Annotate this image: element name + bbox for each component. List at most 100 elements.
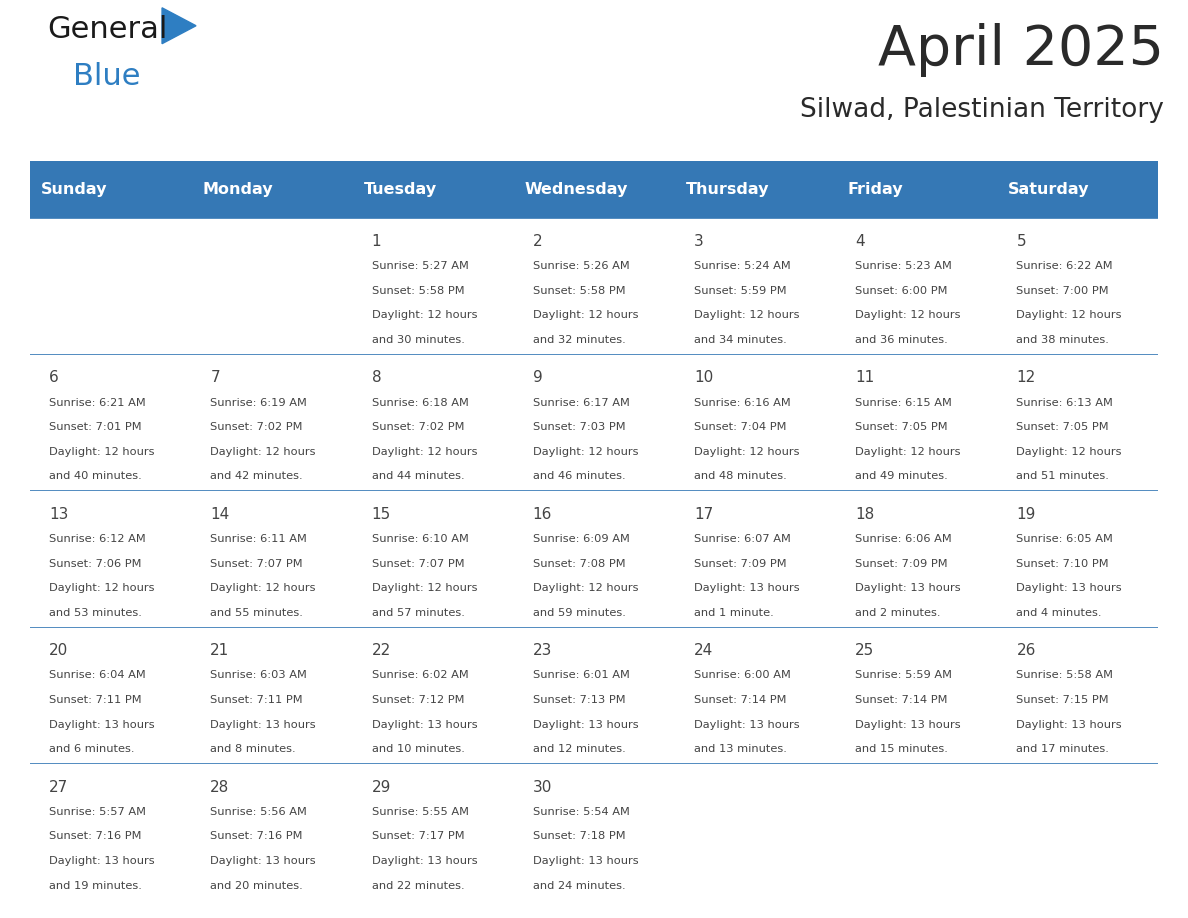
- Text: and 24 minutes.: and 24 minutes.: [532, 880, 625, 890]
- Text: and 48 minutes.: and 48 minutes.: [694, 471, 786, 481]
- Text: Daylight: 12 hours: Daylight: 12 hours: [210, 583, 316, 593]
- Text: and 55 minutes.: and 55 minutes.: [210, 608, 303, 618]
- Text: 1: 1: [372, 234, 381, 249]
- Text: and 30 minutes.: and 30 minutes.: [372, 335, 465, 345]
- Text: Sunrise: 5:55 AM: Sunrise: 5:55 AM: [372, 807, 468, 817]
- Text: and 22 minutes.: and 22 minutes.: [372, 880, 465, 890]
- Text: 9: 9: [532, 370, 543, 386]
- Text: Sunrise: 5:27 AM: Sunrise: 5:27 AM: [372, 262, 468, 271]
- Text: Friday: Friday: [847, 182, 903, 196]
- Text: 26: 26: [1017, 644, 1036, 658]
- Text: and 44 minutes.: and 44 minutes.: [372, 471, 465, 481]
- Text: Sunrise: 5:59 AM: Sunrise: 5:59 AM: [855, 670, 953, 680]
- Text: and 40 minutes.: and 40 minutes.: [49, 471, 141, 481]
- Text: 18: 18: [855, 507, 874, 521]
- Text: Sunrise: 6:02 AM: Sunrise: 6:02 AM: [372, 670, 468, 680]
- Text: Sunrise: 6:18 AM: Sunrise: 6:18 AM: [372, 397, 468, 408]
- Text: Sunrise: 5:57 AM: Sunrise: 5:57 AM: [49, 807, 146, 817]
- Text: Blue: Blue: [74, 62, 140, 91]
- Text: 5: 5: [1017, 234, 1026, 249]
- Text: Sunset: 7:07 PM: Sunset: 7:07 PM: [210, 558, 303, 568]
- Text: Tuesday: Tuesday: [364, 182, 436, 196]
- Text: Daylight: 13 hours: Daylight: 13 hours: [532, 856, 638, 866]
- Text: Daylight: 13 hours: Daylight: 13 hours: [210, 720, 316, 730]
- Text: Daylight: 12 hours: Daylight: 12 hours: [855, 310, 961, 320]
- Text: Sunrise: 6:15 AM: Sunrise: 6:15 AM: [855, 397, 952, 408]
- Text: 28: 28: [210, 779, 229, 795]
- Text: April 2025: April 2025: [878, 23, 1164, 77]
- Text: 25: 25: [855, 644, 874, 658]
- Text: Sunset: 7:05 PM: Sunset: 7:05 PM: [1017, 422, 1110, 432]
- Text: Sunrise: 6:03 AM: Sunrise: 6:03 AM: [210, 670, 308, 680]
- Text: 21: 21: [210, 644, 229, 658]
- Text: Sunrise: 6:17 AM: Sunrise: 6:17 AM: [532, 397, 630, 408]
- Text: Sunrise: 6:05 AM: Sunrise: 6:05 AM: [1017, 534, 1113, 544]
- Text: and 36 minutes.: and 36 minutes.: [855, 335, 948, 345]
- Text: Sunset: 7:09 PM: Sunset: 7:09 PM: [855, 558, 948, 568]
- Text: 24: 24: [694, 644, 713, 658]
- Text: Daylight: 13 hours: Daylight: 13 hours: [210, 856, 316, 866]
- Text: Sunset: 7:12 PM: Sunset: 7:12 PM: [372, 695, 465, 705]
- Text: Sunrise: 6:10 AM: Sunrise: 6:10 AM: [372, 534, 468, 544]
- Text: Sunrise: 6:06 AM: Sunrise: 6:06 AM: [855, 534, 952, 544]
- Text: Sunrise: 6:13 AM: Sunrise: 6:13 AM: [1017, 397, 1113, 408]
- Text: Sunrise: 5:58 AM: Sunrise: 5:58 AM: [1017, 670, 1113, 680]
- Text: Sunset: 5:58 PM: Sunset: 5:58 PM: [532, 285, 625, 296]
- Text: and 2 minutes.: and 2 minutes.: [855, 608, 941, 618]
- Text: Sunset: 7:08 PM: Sunset: 7:08 PM: [532, 558, 625, 568]
- Text: Saturday: Saturday: [1009, 182, 1089, 196]
- Text: and 12 minutes.: and 12 minutes.: [532, 744, 626, 754]
- Text: 3: 3: [694, 234, 703, 249]
- Text: Sunset: 7:06 PM: Sunset: 7:06 PM: [49, 558, 141, 568]
- Text: 29: 29: [372, 779, 391, 795]
- Text: Daylight: 12 hours: Daylight: 12 hours: [210, 447, 316, 457]
- Text: Daylight: 12 hours: Daylight: 12 hours: [49, 447, 154, 457]
- Text: 23: 23: [532, 644, 552, 658]
- Text: Sunrise: 6:22 AM: Sunrise: 6:22 AM: [1017, 262, 1113, 271]
- Text: Sunrise: 5:56 AM: Sunrise: 5:56 AM: [210, 807, 308, 817]
- Text: Sunset: 7:04 PM: Sunset: 7:04 PM: [694, 422, 786, 432]
- Text: Thursday: Thursday: [685, 182, 770, 196]
- Text: Daylight: 13 hours: Daylight: 13 hours: [1017, 583, 1121, 593]
- Text: Daylight: 13 hours: Daylight: 13 hours: [855, 720, 961, 730]
- Text: and 17 minutes.: and 17 minutes.: [1017, 744, 1110, 754]
- Text: Daylight: 13 hours: Daylight: 13 hours: [1017, 720, 1121, 730]
- Text: Sunset: 5:59 PM: Sunset: 5:59 PM: [694, 285, 786, 296]
- Text: and 53 minutes.: and 53 minutes.: [49, 608, 141, 618]
- Text: and 4 minutes.: and 4 minutes.: [1017, 608, 1102, 618]
- Text: Sunset: 7:10 PM: Sunset: 7:10 PM: [1017, 558, 1110, 568]
- Text: Sunset: 7:18 PM: Sunset: 7:18 PM: [532, 832, 625, 842]
- Text: Sunrise: 6:11 AM: Sunrise: 6:11 AM: [210, 534, 308, 544]
- Text: and 57 minutes.: and 57 minutes.: [372, 608, 465, 618]
- Text: Sunset: 7:03 PM: Sunset: 7:03 PM: [532, 422, 625, 432]
- Text: Sunset: 7:16 PM: Sunset: 7:16 PM: [49, 832, 141, 842]
- Text: Daylight: 12 hours: Daylight: 12 hours: [49, 583, 154, 593]
- Text: Sunset: 7:11 PM: Sunset: 7:11 PM: [210, 695, 303, 705]
- Text: and 13 minutes.: and 13 minutes.: [694, 744, 786, 754]
- Text: Daylight: 12 hours: Daylight: 12 hours: [694, 447, 800, 457]
- Text: Sunset: 7:16 PM: Sunset: 7:16 PM: [210, 832, 303, 842]
- Text: Sunrise: 6:16 AM: Sunrise: 6:16 AM: [694, 397, 791, 408]
- Text: 22: 22: [372, 644, 391, 658]
- Text: Daylight: 12 hours: Daylight: 12 hours: [372, 447, 478, 457]
- Text: and 10 minutes.: and 10 minutes.: [372, 744, 465, 754]
- Text: and 8 minutes.: and 8 minutes.: [210, 744, 296, 754]
- Text: Daylight: 12 hours: Daylight: 12 hours: [532, 310, 638, 320]
- Text: 20: 20: [49, 644, 68, 658]
- Text: Monday: Monday: [202, 182, 273, 196]
- Text: Daylight: 13 hours: Daylight: 13 hours: [532, 720, 638, 730]
- Text: Sunset: 7:01 PM: Sunset: 7:01 PM: [49, 422, 141, 432]
- Text: Sunrise: 5:24 AM: Sunrise: 5:24 AM: [694, 262, 791, 271]
- Text: General: General: [48, 15, 168, 44]
- Text: and 20 minutes.: and 20 minutes.: [210, 880, 303, 890]
- Text: Sunset: 6:00 PM: Sunset: 6:00 PM: [855, 285, 948, 296]
- Text: Sunrise: 6:21 AM: Sunrise: 6:21 AM: [49, 397, 146, 408]
- Text: Daylight: 13 hours: Daylight: 13 hours: [372, 856, 478, 866]
- Text: Sunset: 7:14 PM: Sunset: 7:14 PM: [694, 695, 786, 705]
- Text: Daylight: 13 hours: Daylight: 13 hours: [694, 583, 800, 593]
- Text: Daylight: 13 hours: Daylight: 13 hours: [49, 856, 154, 866]
- Text: and 49 minutes.: and 49 minutes.: [855, 471, 948, 481]
- Text: Sunrise: 5:26 AM: Sunrise: 5:26 AM: [532, 262, 630, 271]
- Text: Daylight: 12 hours: Daylight: 12 hours: [855, 447, 961, 457]
- Text: Sunrise: 6:04 AM: Sunrise: 6:04 AM: [49, 670, 146, 680]
